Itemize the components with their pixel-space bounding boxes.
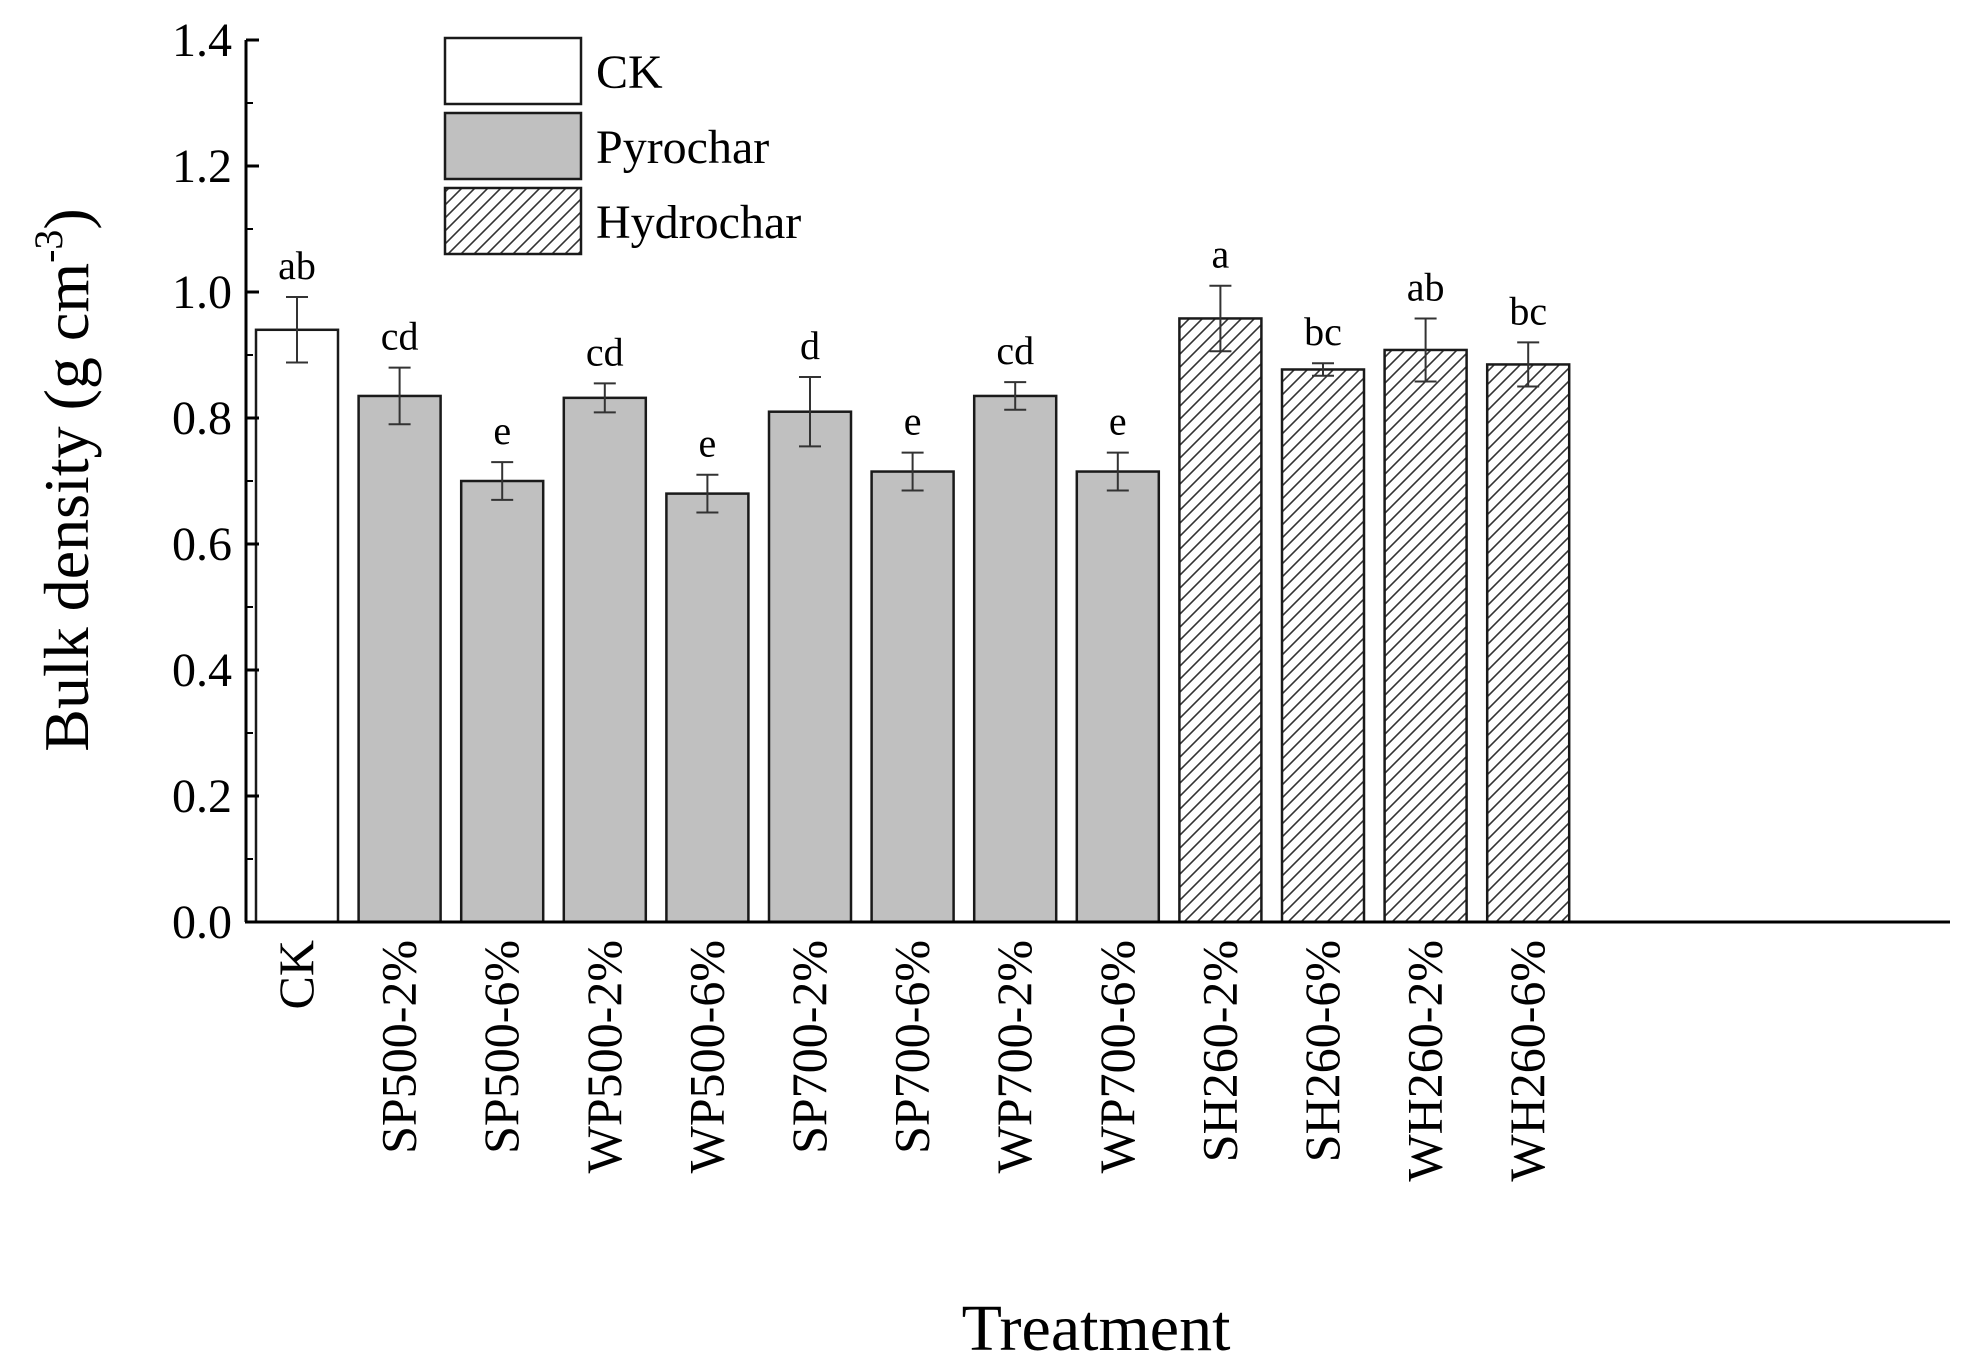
legend-label-ck: CK	[596, 46, 663, 99]
legend-swatch-pyrochar	[443, 111, 583, 181]
x-tick-label-sh260-6: SH260-6%	[1294, 940, 1350, 1162]
significance-labels-layer: ab cd e cd e d e cd e a bc ab bc	[278, 232, 1547, 466]
legend-label-hydrochar: Hydrochar	[596, 196, 801, 249]
x-axis-title: Treatment	[962, 1292, 1231, 1365]
significance-label-sp500-6: e	[493, 408, 511, 453]
significance-label-wp700-6: e	[1109, 399, 1127, 444]
bar-wp500-6	[665, 492, 750, 924]
bar-wp700-6	[1075, 470, 1161, 924]
bar-sh260-2	[1178, 317, 1263, 924]
significance-label-wp500-6: e	[699, 421, 717, 466]
x-tick-labels-layer: CK SP500-2% SP500-6% WP500-2% WP500-6% SP700-…	[268, 940, 1555, 1182]
error-bars-layer	[286, 284, 1540, 514]
bar-wp500-2	[562, 396, 648, 924]
significance-label-sh260-6: bc	[1304, 309, 1342, 354]
legend-swatch-hydrochar	[443, 186, 583, 256]
bars-layer	[254, 317, 1571, 924]
y-ticks-layer: 0.0 0.2 0.4 0.6 0.8 1.0 1.2 1.4	[172, 14, 259, 949]
y-axis-title-close: )	[31, 208, 102, 229]
bar-wh260-6	[1485, 363, 1571, 924]
x-tick-label-sp500-6: SP500-6%	[473, 940, 529, 1154]
y-tick-label-0: 0.0	[172, 896, 232, 949]
significance-label-ck: ab	[278, 243, 316, 288]
significance-label-sh260-2: a	[1212, 232, 1230, 277]
significance-label-wh260-2: ab	[1407, 264, 1445, 309]
x-tick-label-wp700-2: WP700-2%	[986, 940, 1042, 1173]
y-tick-label-1: 0.2	[172, 770, 232, 823]
y-tick-label-5: 1.0	[172, 266, 232, 319]
bar-wp700-2	[972, 394, 1058, 924]
legend-label-pyrochar: Pyrochar	[596, 121, 769, 174]
x-tick-label-sp700-6: SP700-6%	[884, 940, 940, 1154]
significance-label-wp500-2: cd	[586, 329, 624, 374]
legend: CK Pyrochar Hydrochar	[443, 36, 801, 256]
bar-sp500-2	[357, 394, 442, 924]
x-tick-label-wp700-6: WP700-6%	[1089, 940, 1145, 1173]
bar-sp700-6	[870, 470, 955, 924]
x-tick-label-wh260-2: WH260-2%	[1397, 940, 1453, 1182]
significance-label-sp700-2: d	[800, 323, 820, 368]
legend-swatch-ck	[443, 36, 583, 106]
y-tick-label-2: 0.4	[172, 644, 232, 697]
x-tick-label-ck: CK	[268, 940, 324, 1009]
y-tick-label-7: 1.4	[172, 14, 232, 67]
x-tick-label-sp700-2: SP700-2%	[781, 940, 837, 1154]
significance-label-sp500-2: cd	[381, 314, 419, 359]
y-axis-title-superscript: -3	[26, 230, 71, 263]
bar-wh260-2	[1383, 348, 1468, 924]
x-tick-label-sp500-2: SP500-2%	[371, 940, 427, 1154]
x-tick-label-sh260-2: SH260-2%	[1191, 940, 1247, 1162]
significance-label-sp700-6: e	[904, 399, 922, 444]
y-tick-label-3: 0.6	[172, 518, 232, 571]
x-tick-label-wh260-6: WH260-6%	[1499, 940, 1555, 1182]
y-tick-label-6: 1.2	[172, 140, 232, 193]
bar-sp500-6	[459, 479, 545, 924]
y-axis-title-main: Bulk density (g cm	[31, 263, 102, 752]
significance-label-wp700-2: cd	[996, 328, 1034, 373]
bar-ck	[254, 328, 340, 924]
significance-label-wh260-6: bc	[1509, 288, 1547, 333]
x-tick-label-wp500-6: WP500-6%	[678, 940, 734, 1173]
x-tick-label-wp500-2: WP500-2%	[576, 940, 632, 1173]
bar-sh260-6	[1280, 368, 1366, 924]
bar-sp700-2	[767, 410, 853, 924]
y-tick-label-4: 0.8	[172, 392, 232, 445]
y-axis-title: Bulk density (g cm-3)	[26, 208, 102, 751]
